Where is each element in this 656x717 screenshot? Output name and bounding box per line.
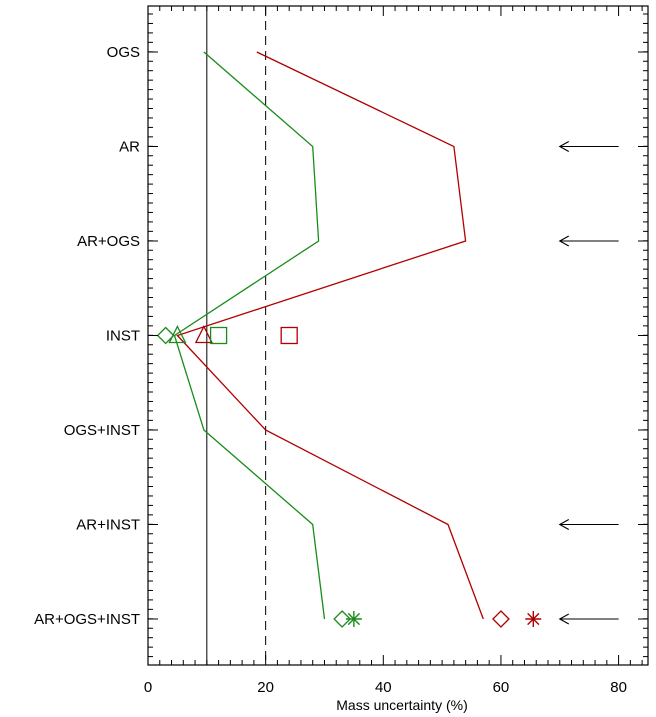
limit-arrows <box>558 141 619 625</box>
x-axis-label: Mass uncertainty (%) <box>336 697 467 713</box>
upper-limit-arrow <box>558 613 619 625</box>
x-tick-label: 60 <box>493 679 510 696</box>
x-tick-label: 0 <box>144 679 152 696</box>
asterisk-stroke <box>527 612 540 626</box>
x-tick-label: 40 <box>375 679 392 696</box>
tick-marks <box>147 6 648 665</box>
x-tick-label: 80 <box>610 679 627 696</box>
arrow-head <box>558 235 570 247</box>
diamond-marker-red <box>492 610 510 628</box>
category-label: INST <box>106 328 140 345</box>
diamond-marker-green <box>156 326 175 345</box>
category-label: AR <box>119 139 140 156</box>
square-marker-red <box>280 326 298 345</box>
asterisk-marker-green <box>345 611 362 627</box>
triangle-marker-green <box>168 325 187 344</box>
upper-limit-arrow <box>558 519 619 530</box>
markers <box>156 325 542 628</box>
category-label: AR+OGS <box>77 233 140 250</box>
asterisk-marker-red <box>525 611 542 627</box>
category-label: OGS+INST <box>64 422 140 439</box>
category-label: OGS <box>107 44 140 61</box>
category-label: AR+INST <box>76 517 140 534</box>
asterisk-stroke <box>347 612 361 626</box>
arrow-head <box>558 613 570 625</box>
square-marker-green <box>209 326 228 345</box>
triangle-marker-red <box>194 325 213 344</box>
labels: 0 20 40 60 80 OGS AR AR+OGS INST OGS+INST AR+INST A… <box>34 44 627 696</box>
upper-limit-arrow <box>558 141 619 152</box>
category-label: AR+OGS+INST <box>34 611 140 628</box>
upper-limit-arrow <box>558 235 619 247</box>
arrow-head <box>558 519 570 530</box>
reference-lines <box>206 6 267 665</box>
diamond-marker-green <box>333 610 352 628</box>
arrow-head <box>558 141 570 152</box>
x-tick-label: 20 <box>257 679 274 696</box>
series-line-red <box>176 51 484 620</box>
